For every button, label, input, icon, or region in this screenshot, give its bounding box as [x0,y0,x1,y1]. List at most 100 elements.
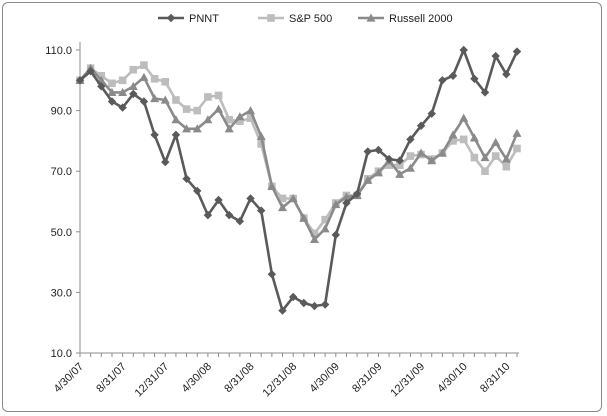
x-tick-label: 8/31/07 [94,361,128,395]
data-point-russell-2000 [491,137,501,147]
data-point-s-p-500 [395,161,404,169]
data-point-russell-2000 [309,234,319,243]
data-point-pnnt [225,210,234,220]
data-point-s-p-500 [193,106,202,115]
data-point-russell-2000 [459,113,469,122]
data-point-pnnt [502,70,511,79]
data-point-pnnt [129,89,138,99]
data-point-russell-2000 [267,181,277,190]
data-point-s-p-500 [140,61,148,69]
data-point-russell-2000 [320,224,330,233]
x-tick-label: 12/31/09 [388,361,427,400]
data-point-russell-2000 [128,81,138,90]
y-tick-label: 30.0 [51,287,72,299]
data-point-pnnt [448,71,458,80]
legend-item-pnnt: PNNT [158,13,219,25]
data-point-russell-2000 [192,124,202,133]
data-point-russell-2000 [107,87,117,97]
data-point-russell-2000 [235,112,245,121]
data-point-russell-2000 [512,128,522,137]
data-point-pnnt [299,298,309,308]
data-point-pnnt [331,230,341,240]
data-point-russell-2000 [214,104,224,113]
data-point-russell-2000 [427,156,437,165]
data-point-russell-2000 [256,131,266,140]
data-point-s-p-500 [97,71,106,80]
data-point-russell-2000 [437,148,447,157]
data-point-russell-2000 [341,192,351,201]
data-point-pnnt [278,306,287,315]
x-tick-label: 12/31/08 [261,361,300,400]
data-point-pnnt [193,186,202,196]
data-point-russell-2000 [416,148,426,157]
data-point-pnnt [512,47,522,56]
data-point-s-p-500 [449,137,457,145]
data-point-pnnt [491,51,500,61]
data-point-pnnt [246,194,255,203]
data-point-russell-2000 [405,163,415,172]
data-point-russell-2000 [224,124,234,133]
data-point-s-p-500 [470,153,479,162]
data-point-s-p-500 [129,65,138,74]
chart-frame [2,2,602,412]
data-point-s-p-500 [257,140,265,148]
data-point-s-p-500 [321,215,329,224]
data-point-russell-2000 [139,72,149,81]
data-point-s-p-500 [481,167,489,175]
data-point-russell-2000 [278,203,288,212]
data-point-pnnt [342,198,351,208]
data-point-s-p-500 [204,93,212,101]
x-tick-label: 8/31/09 [350,361,384,395]
x-tick-label: 12/31/07 [133,361,172,400]
data-point-pnnt [288,292,298,302]
x-tick-label: 4/30/08 [180,361,214,395]
data-point-russell-2000 [118,87,128,97]
data-point-pnnt [363,147,372,156]
series-line-russell-2000 [79,66,519,241]
legend-item-s-p-500: S&P 500 [258,13,332,25]
legend-label: Russell 2000 [389,13,453,25]
data-point-s-p-500 [310,229,319,238]
y-tick-label: 110.0 [45,45,72,57]
data-point-s-p-500 [502,162,511,171]
data-point-s-p-500 [225,115,234,124]
y-tick-label: 70.0 [51,166,72,178]
data-point-pnnt [235,216,245,226]
data-point-s-p-500 [150,74,159,83]
data-point-russell-2000 [299,213,309,222]
data-point-pnnt [416,121,426,130]
legend-marker [366,13,376,22]
x-tick-label: 8/31/08 [222,361,256,395]
series-pnnt [75,45,522,315]
data-point-pnnt [320,300,330,309]
data-point-pnnt [374,145,383,155]
data-point-pnnt [256,206,266,215]
legend-item-russell-2000: Russell 2000 [358,13,453,25]
series-russell-2000 [75,63,522,243]
data-point-pnnt [427,109,436,118]
data-point-s-p-500 [278,194,287,203]
data-point-russell-2000 [469,133,479,142]
data-point-pnnt [480,88,490,97]
x-tick-label: 4/30/07 [52,361,86,395]
y-tick-label: 10.0 [51,348,72,360]
data-point-pnnt [139,97,149,106]
data-point-s-p-500 [406,152,415,160]
data-point-s-p-500 [118,76,127,85]
data-point-s-p-500 [385,161,393,169]
x-tick-label: 4/30/09 [307,361,341,395]
data-point-russell-2000 [448,130,458,139]
data-point-pnnt [161,157,170,167]
data-point-pnnt [75,76,85,85]
data-point-s-p-500 [182,105,191,113]
data-point-s-p-500 [214,91,223,100]
data-point-s-p-500 [246,114,255,122]
data-point-russell-2000 [501,154,511,163]
data-point-s-p-500 [108,79,116,88]
data-point-pnnt [107,97,117,106]
y-tick-label: 50.0 [51,227,72,239]
legend-marker [166,13,176,23]
data-point-s-p-500 [236,117,244,126]
data-point-pnnt [118,103,127,112]
